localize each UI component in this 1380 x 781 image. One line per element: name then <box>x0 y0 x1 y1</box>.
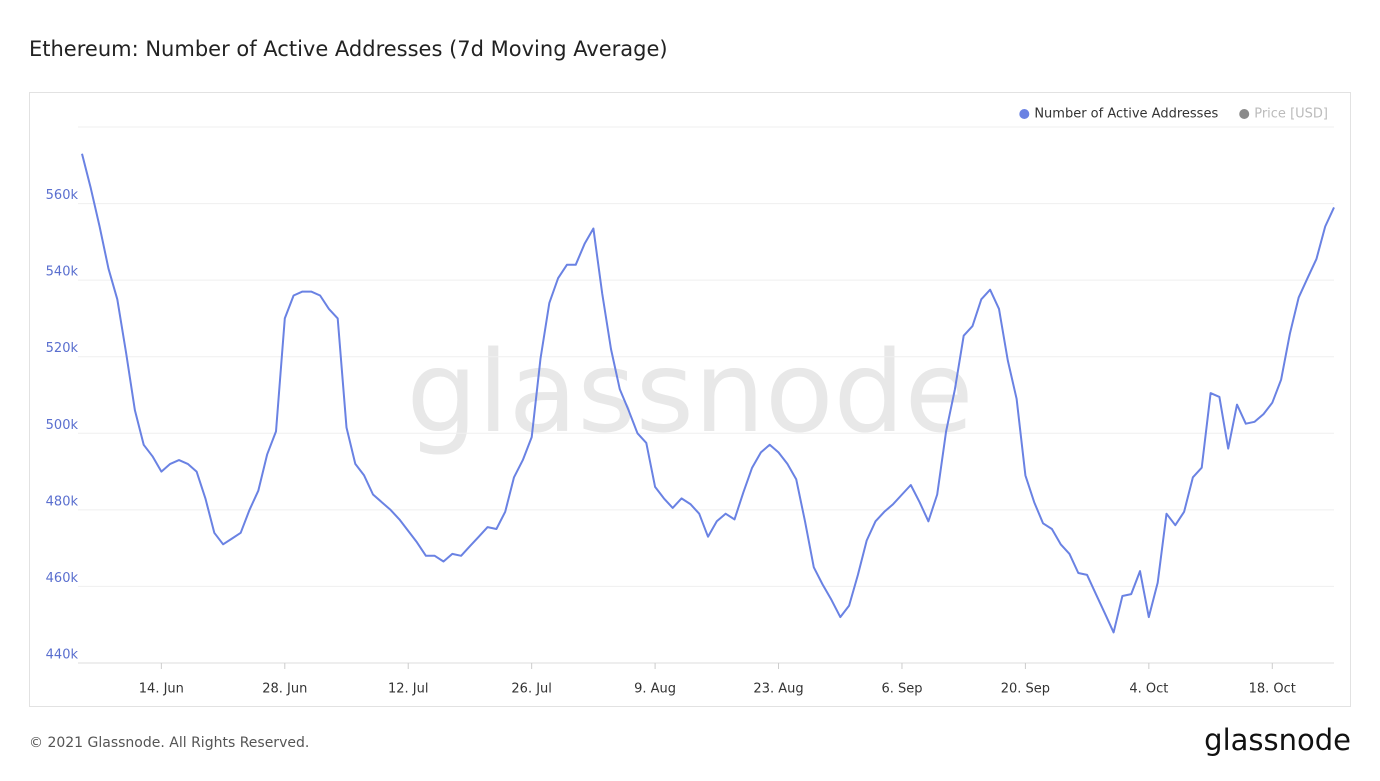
y-tick-label: 540k <box>46 265 79 280</box>
x-tick-label: 18. Oct <box>1249 682 1296 697</box>
y-tick-label: 500k <box>46 418 79 433</box>
footer: © 2021 Glassnode. All Rights Reserved. <box>29 735 309 751</box>
x-tick-label: 14. Jun <box>139 682 184 697</box>
legend-swatch <box>1239 109 1250 119</box>
watermark: glassnode <box>406 328 973 458</box>
series-line <box>81 153 1335 634</box>
y-tick-label: 440k <box>46 648 79 663</box>
legend-label: Price [USD] <box>1254 107 1328 122</box>
y-tick-label: 480k <box>46 494 79 509</box>
chart-title: Ethereum: Number of Active Addresses (7d… <box>29 37 668 61</box>
x-tick-label: 23. Aug <box>753 682 803 697</box>
x-tick-label: 9. Aug <box>634 682 676 697</box>
legend-swatch <box>1019 109 1030 119</box>
y-tick-label: 460k <box>46 571 79 586</box>
x-tick-label: 26. Jul <box>511 682 552 697</box>
chart-frame <box>29 92 1351 707</box>
x-tick-label: 28. Jun <box>262 682 307 697</box>
x-tick-label: 12. Jul <box>388 682 429 697</box>
x-tick-label: 6. Sep <box>881 682 922 697</box>
y-tick-label: 520k <box>46 341 79 356</box>
y-tick-label: 560k <box>46 188 79 203</box>
x-tick-label: 20. Sep <box>1001 682 1050 697</box>
x-tick-label: 4. Oct <box>1129 682 1168 697</box>
legend-label: Number of Active Addresses <box>1034 107 1218 122</box>
logo: glassnode <box>1204 723 1351 757</box>
